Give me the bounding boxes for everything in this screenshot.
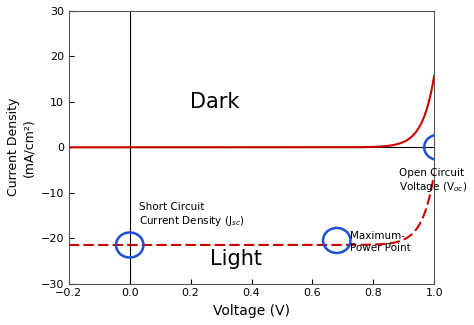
Text: Light: Light <box>210 249 262 269</box>
Text: Maximum-
Power Point: Maximum- Power Point <box>350 231 411 253</box>
Y-axis label: Current Density
(mA/cm²): Current Density (mA/cm²) <box>7 98 35 197</box>
X-axis label: Voltage (V): Voltage (V) <box>213 304 290 318</box>
Text: Dark: Dark <box>190 92 240 112</box>
Text: Short Circuit
Current Density (J$_{sc}$): Short Circuit Current Density (J$_{sc}$) <box>139 202 245 228</box>
Text: Open Circuit
Voltage (V$_{oc}$): Open Circuit Voltage (V$_{oc}$) <box>399 168 467 194</box>
